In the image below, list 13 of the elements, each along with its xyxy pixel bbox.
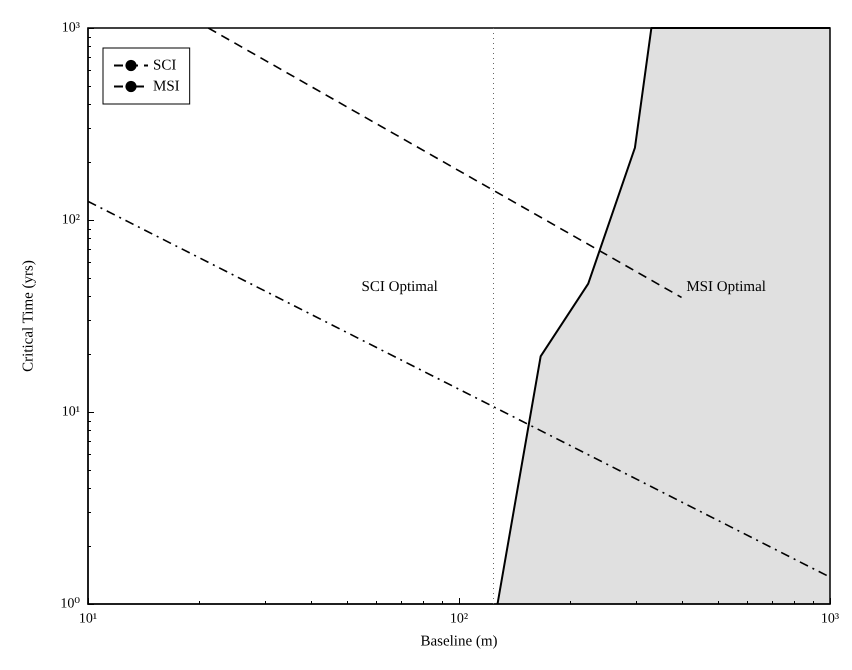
y-tick-label: 10³ [62,20,80,36]
annotation: MSI Optimal [686,279,766,296]
legend-label: MSI [153,78,180,94]
x-axis-title: Baseline (m) [420,634,498,650]
x-tick-label: 10² [450,612,468,626]
x-tick-label: 10¹ [78,612,98,626]
y-tick-label: 10⁰ [60,596,80,612]
annotation: SCI Optimal [362,279,438,296]
y-tick-label: 10¹ [62,404,80,420]
y-tick-label: 10² [62,212,80,228]
y-axis-title: Critical Time (yrs) [20,260,36,372]
x-tick-label: 10³ [820,612,840,626]
legend-label: SCI [153,58,176,74]
